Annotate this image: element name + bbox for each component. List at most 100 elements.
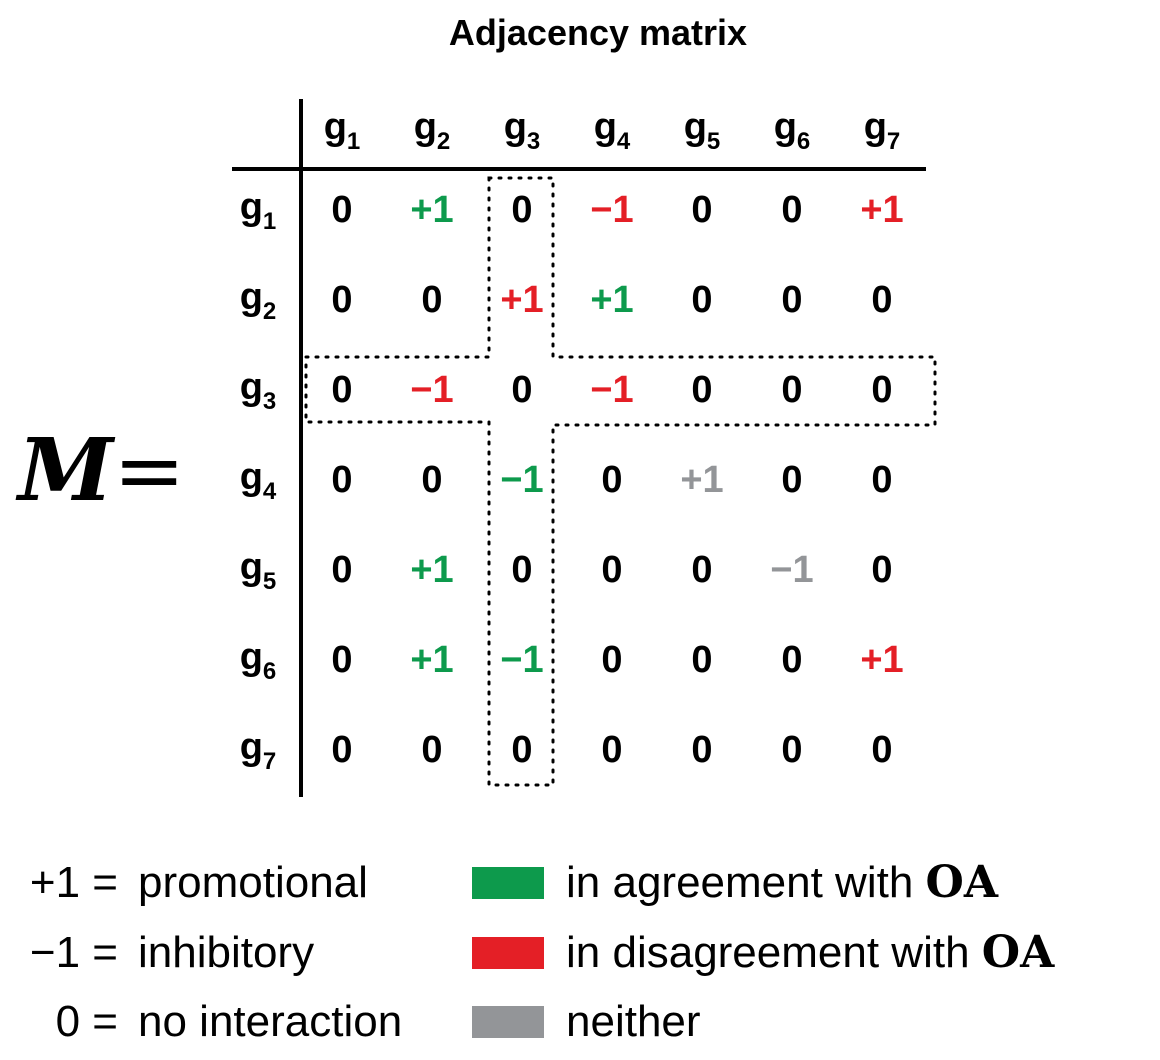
legend-value: +1 = [29, 858, 118, 907]
gene-index: 2 [436, 128, 451, 155]
column-header-g5: g5 [662, 108, 742, 154]
column-header-g3: g3 [482, 108, 562, 154]
matrix-cell-g3-g6: 0 [781, 369, 803, 411]
matrix-cell-g4-g7: 0 [871, 459, 893, 501]
matrix-cell-g6-g4: 0 [601, 639, 623, 681]
legend-color-label: neither [566, 1000, 701, 1044]
legend-meaning: promotional [138, 858, 368, 907]
gene-letter: g [239, 726, 263, 768]
matrix-cell-g4-g4: 0 [601, 459, 623, 501]
gene-index: 6 [262, 658, 277, 685]
matrix-cell-g5-g7: 0 [871, 549, 893, 591]
matrix-cell-g2-g4: +1 [590, 279, 634, 321]
column-header-g4: g4 [572, 108, 652, 154]
gene-letter: g [239, 186, 263, 228]
matrix-cell-g2-g5: 0 [691, 279, 713, 321]
matrix-cell-g1-g3: 0 [511, 189, 533, 231]
matrix-cell-g6-g6: 0 [781, 639, 803, 681]
matrix-cell-g7-g3: 0 [511, 729, 533, 771]
column-header-g1: g1 [302, 108, 382, 154]
gene-letter: g [863, 106, 887, 148]
matrix-cell-g2-g3: +1 [500, 279, 544, 321]
matrix-cell-g7-g7: 0 [871, 729, 893, 771]
matrix-symbol: M [18, 420, 114, 521]
gene-index: 3 [262, 388, 277, 415]
matrix-cell-g6-g5: 0 [691, 639, 713, 681]
gene-letter: g [593, 106, 617, 148]
legend-color-text: in disagreement with [566, 928, 970, 977]
row-header-g3: g3 [218, 368, 298, 414]
matrix-cell-g1-g5: 0 [691, 189, 713, 231]
matrix-cell-g4-g3: −1 [500, 459, 544, 501]
figure-title: Adjacency matrix [448, 12, 748, 53]
matrix-cell-g2-g7: 0 [871, 279, 893, 321]
matrix-label: M= [18, 428, 185, 515]
matrix-cell-g5-g6: −1 [770, 549, 814, 591]
gene-letter: g [773, 106, 797, 148]
gene-letter: g [239, 636, 263, 678]
matrix-cell-g1-g6: 0 [781, 189, 803, 231]
row-label-rule [299, 99, 303, 797]
equals-sign: = [113, 421, 186, 521]
matrix-cell-g7-g1: 0 [331, 729, 353, 771]
matrix-cell-g2-g1: 0 [331, 279, 353, 321]
gene-index: 4 [262, 478, 277, 505]
matrix-cell-g3-g3: 0 [511, 369, 533, 411]
matrix-cell-g1-g7: +1 [860, 189, 904, 231]
matrix-cell-g1-g2: +1 [410, 189, 454, 231]
gene-index: 7 [886, 128, 901, 155]
row-header-g2: g2 [218, 278, 298, 324]
legend-color-text: neither [566, 997, 701, 1046]
oa-symbol: OA [981, 927, 1055, 978]
matrix-cell-g2-g2: 0 [421, 279, 443, 321]
gene-letter: g [239, 366, 263, 408]
legend-color-label: in disagreement with OA [566, 931, 1054, 975]
legend-meaning: no interaction [138, 997, 403, 1046]
legend-swatch-red [472, 937, 544, 969]
matrix-cell-g5-g4: 0 [601, 549, 623, 591]
matrix-cell-g7-g5: 0 [691, 729, 713, 771]
matrix-cell-g3-g7: 0 [871, 369, 893, 411]
matrix-cell-g4-g2: 0 [421, 459, 443, 501]
gene-letter: g [413, 106, 437, 148]
matrix-cell-g6-g7: +1 [860, 639, 904, 681]
gene-letter: g [503, 106, 527, 148]
legend-color-text: in agreement with [566, 858, 914, 907]
matrix-cell-g5-g3: 0 [511, 549, 533, 591]
header-rule [232, 167, 926, 171]
oa-symbol: OA [925, 857, 998, 908]
matrix-cell-g6-g1: 0 [331, 639, 353, 681]
column-header-g6: g6 [752, 108, 832, 154]
matrix-cell-g3-g2: −1 [410, 369, 454, 411]
gene-letter: g [323, 106, 347, 148]
gene-index: 4 [616, 128, 631, 155]
gene-index: 7 [262, 748, 277, 775]
matrix-cell-g3-g4: −1 [590, 369, 634, 411]
legend-color-label: in agreement with OA [566, 861, 998, 905]
gene-letter: g [239, 276, 263, 318]
matrix-cell-g5-g1: 0 [331, 549, 353, 591]
matrix-cell-g5-g2: +1 [410, 549, 454, 591]
matrix-cell-g6-g3: −1 [500, 639, 544, 681]
legend-swatch-gray [472, 1006, 544, 1038]
matrix-cell-g2-g6: 0 [781, 279, 803, 321]
gene-letter: g [239, 456, 263, 498]
matrix-cell-g4-g6: 0 [781, 459, 803, 501]
gene-letter: g [683, 106, 707, 148]
row-header-g7: g7 [218, 728, 298, 774]
gene-index: 5 [262, 568, 277, 595]
matrix-cell-g4-g5: +1 [680, 459, 724, 501]
gene-index: 1 [346, 128, 361, 155]
legend-value: 0 = [55, 997, 118, 1046]
matrix-cell-g7-g2: 0 [421, 729, 443, 771]
legend-value: −1 = [29, 928, 118, 977]
matrix-cell-g1-g1: 0 [331, 189, 353, 231]
row-header-g5: g5 [218, 548, 298, 594]
legend-swatch-green [472, 867, 544, 899]
gene-index: 6 [796, 128, 811, 155]
gene-index: 5 [706, 128, 721, 155]
row-header-g6: g6 [218, 638, 298, 684]
column-header-g7: g7 [842, 108, 922, 154]
matrix-cell-g7-g4: 0 [601, 729, 623, 771]
gene-index: 1 [262, 208, 277, 235]
